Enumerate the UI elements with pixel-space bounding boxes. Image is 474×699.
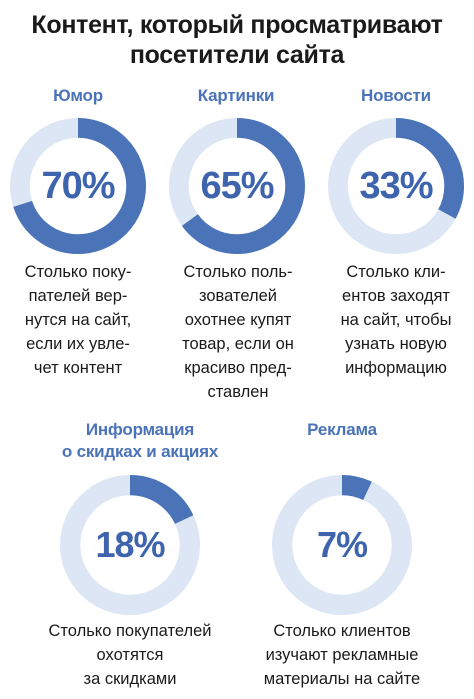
description-pictures: Столько поль- зователей охотнее купят то… xyxy=(182,263,294,401)
donut-slice-humor xyxy=(10,118,146,254)
item-label-pictures: Картинки xyxy=(197,86,275,105)
title-line-2: посетители сайта xyxy=(129,41,345,69)
donut-ads: 7% xyxy=(272,475,412,615)
description-humor: Столько поку- пателей вер- нутся на сайт… xyxy=(24,263,132,377)
donut-ring-svg xyxy=(60,475,200,615)
percent-ads: 7% xyxy=(316,524,368,565)
item-label-humor: Юмор xyxy=(53,86,103,105)
title-line-1: Контент, который просматривают xyxy=(31,11,443,39)
donut-ring-svg xyxy=(169,118,305,254)
chart-title: Контент, который просматривают посетител… xyxy=(0,10,474,70)
donut-slice-discounts xyxy=(60,475,200,615)
description-ads: Столько клиентов изучают рекламные матер… xyxy=(263,622,421,688)
donut-slice-news xyxy=(328,118,464,254)
percent-news: 33% xyxy=(359,164,433,207)
donut-pictures: 65% xyxy=(169,118,305,254)
donut-ring-svg xyxy=(10,118,146,254)
description-news: Столько кли- ентов заходят на сайт, чтоб… xyxy=(340,263,452,377)
percent-humor: 70% xyxy=(41,164,115,207)
donut-news: 33% xyxy=(328,118,464,254)
item-label-news: Новости xyxy=(361,86,431,105)
discounts-label-line-1: Информация xyxy=(85,420,195,439)
donut-ring-svg xyxy=(272,475,412,615)
item-label-ads: Реклама xyxy=(307,420,377,439)
discounts-label-line-2: о скидках и акциях xyxy=(61,442,219,461)
percent-discounts: 18% xyxy=(95,524,165,565)
donut-slice-ads xyxy=(272,475,412,615)
description-discounts: Столько покупателей охотятся за скидками xyxy=(48,622,212,688)
donut-ring-svg xyxy=(328,118,464,254)
donut-discounts: 18% xyxy=(60,475,200,615)
item-label-discounts: Информация о скидках и акциях xyxy=(40,419,240,463)
donut-slice-pictures xyxy=(169,118,305,254)
percent-pictures: 65% xyxy=(200,164,274,207)
donut-humor: 70% xyxy=(10,118,146,254)
